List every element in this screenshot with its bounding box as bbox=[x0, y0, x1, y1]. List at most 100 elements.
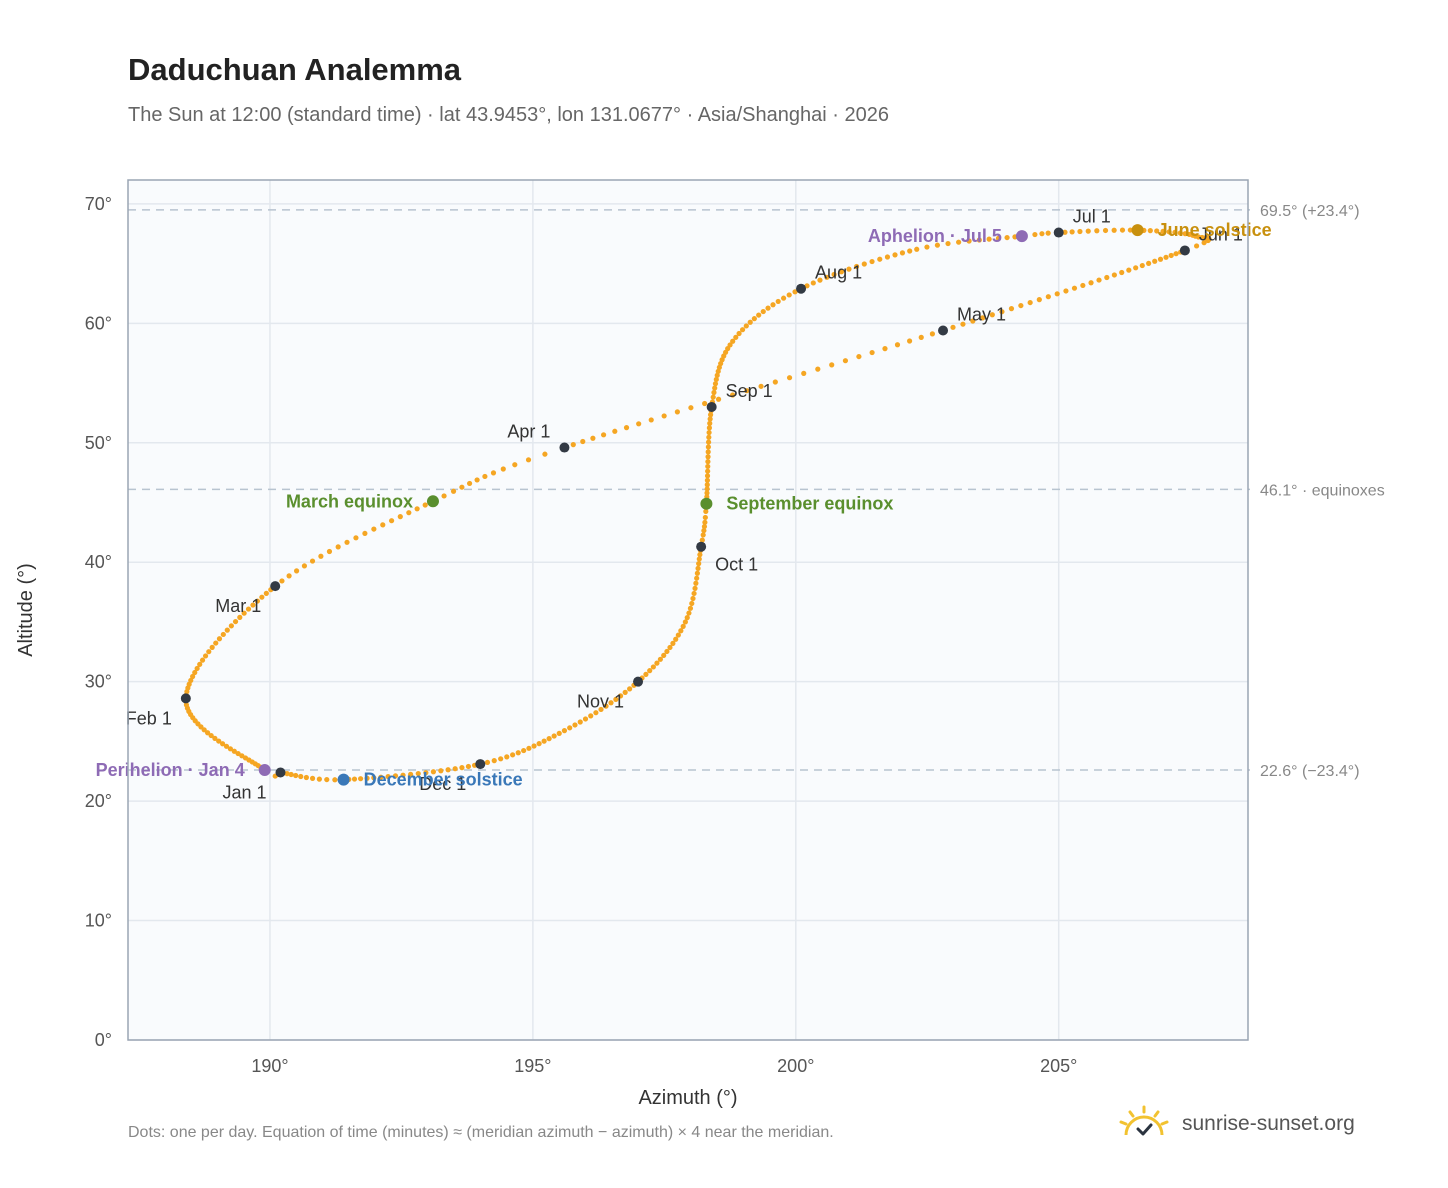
month-label: Jan 1 bbox=[222, 782, 266, 802]
month-marker bbox=[1179, 245, 1190, 256]
day-dot bbox=[705, 468, 711, 474]
day-dot bbox=[970, 318, 976, 324]
day-dot bbox=[730, 338, 736, 344]
day-dot bbox=[824, 274, 830, 280]
day-dot bbox=[861, 261, 867, 267]
day-dot bbox=[293, 772, 299, 779]
day-dot bbox=[316, 776, 322, 782]
day-dot bbox=[706, 425, 712, 431]
day-dot bbox=[542, 451, 548, 457]
day-dot bbox=[643, 671, 649, 677]
day-dot bbox=[590, 435, 596, 441]
day-dot bbox=[301, 563, 308, 569]
day-dot bbox=[1045, 230, 1051, 236]
month-label: Oct 1 bbox=[715, 555, 758, 575]
day-dot bbox=[227, 746, 234, 752]
x-tick-label: 190° bbox=[251, 1056, 288, 1076]
day-dot bbox=[219, 741, 226, 747]
day-dot bbox=[727, 342, 733, 348]
day-dot bbox=[423, 770, 429, 776]
event-marker bbox=[426, 495, 439, 508]
plot-area bbox=[128, 180, 1248, 1040]
day-dot bbox=[986, 236, 992, 242]
day-dot bbox=[1146, 260, 1152, 266]
day-dot bbox=[445, 767, 451, 773]
day-dot bbox=[288, 771, 294, 778]
day-dot bbox=[674, 409, 680, 415]
day-dot bbox=[1168, 252, 1174, 259]
y-tick-label: 10° bbox=[85, 911, 112, 931]
day-dot bbox=[484, 759, 491, 766]
day-dot bbox=[696, 556, 702, 562]
day-dot bbox=[572, 722, 578, 728]
day-dot bbox=[324, 776, 330, 783]
day-dot bbox=[918, 334, 924, 340]
day-dot bbox=[441, 493, 447, 499]
day-dot bbox=[705, 439, 712, 445]
event-label: September equinox bbox=[726, 494, 893, 514]
day-dot bbox=[1152, 258, 1158, 264]
day-dot bbox=[1119, 227, 1126, 233]
day-dot bbox=[474, 477, 480, 483]
day-dot bbox=[1080, 282, 1086, 289]
day-dot bbox=[500, 466, 506, 472]
day-dot bbox=[853, 263, 860, 270]
day-dot bbox=[682, 619, 688, 625]
day-dot bbox=[846, 266, 852, 272]
event-label: Perihelion · Jan 4 bbox=[96, 760, 245, 780]
day-dot bbox=[747, 319, 753, 325]
day-dot bbox=[693, 580, 699, 586]
day-dot bbox=[580, 438, 586, 445]
month-label: Sep 1 bbox=[726, 381, 773, 401]
day-dot bbox=[286, 573, 292, 579]
event-label: Aphelion · Jul 5 bbox=[868, 226, 1002, 246]
day-dot bbox=[702, 514, 708, 521]
day-dot bbox=[856, 353, 862, 360]
day-dot bbox=[224, 627, 230, 633]
day-dot bbox=[344, 539, 350, 545]
event-marker bbox=[700, 497, 713, 510]
day-dot bbox=[1039, 231, 1045, 237]
day-dot bbox=[704, 490, 710, 496]
day-dot bbox=[617, 693, 624, 699]
day-dot bbox=[392, 773, 399, 779]
day-dot bbox=[950, 324, 956, 330]
day-dot bbox=[1062, 229, 1068, 235]
day-dot bbox=[817, 277, 823, 283]
day-dot bbox=[686, 610, 692, 616]
day-dot bbox=[450, 488, 457, 494]
day-dot bbox=[1104, 274, 1110, 281]
month-marker bbox=[796, 283, 807, 294]
day-dot bbox=[482, 473, 488, 480]
day-dot bbox=[582, 716, 589, 722]
day-dot bbox=[704, 473, 711, 479]
day-dot bbox=[707, 420, 713, 426]
day-dot bbox=[914, 246, 920, 252]
day-dot bbox=[216, 738, 222, 744]
reference-line-label: 69.5° (+23.4°) bbox=[1260, 203, 1360, 220]
day-dot bbox=[362, 530, 368, 537]
day-dot bbox=[989, 312, 995, 318]
day-dot bbox=[716, 364, 722, 371]
day-dot bbox=[906, 338, 913, 344]
month-marker bbox=[270, 581, 281, 592]
month-label: Jul 1 bbox=[1073, 207, 1111, 227]
day-dot bbox=[459, 765, 465, 771]
brand[interactable]: sunrise-sunset.org bbox=[1118, 1104, 1355, 1144]
day-dot bbox=[298, 773, 304, 780]
day-dot bbox=[694, 575, 700, 581]
day-dot bbox=[397, 514, 403, 520]
day-dot bbox=[1119, 269, 1125, 276]
day-dot bbox=[699, 537, 705, 543]
day-dot bbox=[756, 312, 762, 318]
day-dot bbox=[1111, 272, 1117, 278]
day-dot bbox=[235, 750, 241, 757]
day-dot bbox=[711, 389, 717, 396]
day-dot bbox=[877, 256, 883, 262]
day-dot bbox=[712, 381, 719, 387]
day-dot bbox=[636, 421, 642, 427]
day-dot bbox=[736, 330, 742, 337]
day-dot bbox=[223, 743, 230, 749]
month-markers: Jan 1 Feb 1 Mar 1 Apr 1 May 1 Jun 1 Jul 1 Aug 1… bbox=[126, 207, 1243, 803]
month-marker bbox=[180, 693, 191, 704]
